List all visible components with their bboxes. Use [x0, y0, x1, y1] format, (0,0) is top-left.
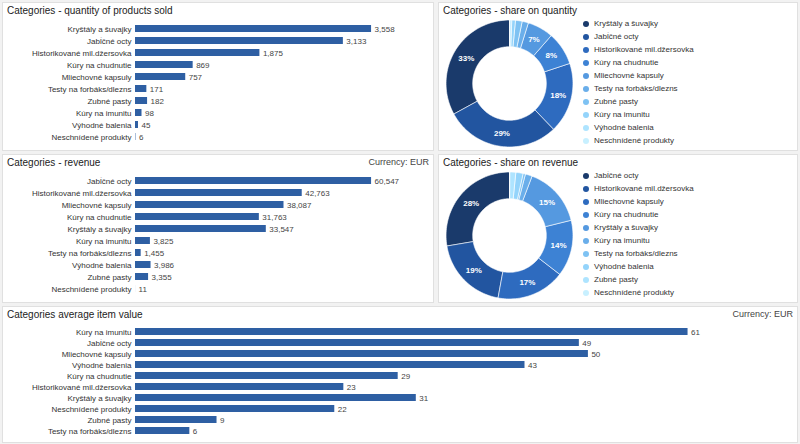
svg-text:3,558: 3,558 — [375, 25, 396, 34]
svg-text:45: 45 — [141, 121, 150, 130]
html-text:Jabĺčné octy: Jabĺčné octy — [594, 171, 639, 180]
svg-text:18%: 18% — [550, 91, 566, 100]
svg-text:43: 43 — [528, 361, 537, 370]
html-text:Zubné pasty: Zubné pasty — [594, 275, 638, 284]
html-text:Categories - revenue: Categories - revenue — [7, 157, 101, 168]
svg-text:Historikované mil.džersovka: Historikované mil.džersovka — [32, 49, 132, 58]
svg-text:98: 98 — [145, 109, 154, 118]
html-text:Categories - quantity of produ: Categories - quantity of products sold — [7, 5, 173, 16]
svg-text:Kryštály a šuvajky: Kryštály a šuvajky — [67, 225, 131, 234]
html-text:Testy na forbáks/dlezns: Testy na forbáks/dlezns — [594, 249, 678, 258]
svg-text:11: 11 — [139, 285, 148, 294]
svg-text:Mliechovné kapsuly: Mliechovné kapsuly — [62, 73, 132, 82]
svg-text:6: 6 — [139, 133, 144, 142]
svg-text:Kúry na imunitu: Kúry na imunitu — [76, 109, 132, 118]
html-text:Mliechovné kapsuly: Mliechovné kapsuly — [594, 197, 664, 206]
svg-text:9: 9 — [220, 416, 225, 425]
html-text:Historikované mil.džersovka: Historikované mil.džersovka — [594, 45, 694, 54]
svg-text:6: 6 — [193, 427, 198, 436]
svg-text:31,763: 31,763 — [262, 213, 287, 222]
svg-text:29: 29 — [401, 372, 410, 381]
svg-text:Jabĺčné octy: Jabĺčné octy — [87, 177, 131, 186]
svg-text:3,133: 3,133 — [346, 37, 367, 46]
svg-text:Zubné pasty: Zubné pasty — [87, 97, 131, 106]
svg-text:Jabĺčné octy: Jabĺčné octy — [87, 339, 131, 348]
html-text:Výhodné balenia: Výhodné balenia — [594, 262, 654, 271]
svg-text:Neschnídené produkty: Neschnídené produkty — [51, 405, 131, 414]
svg-text:38,087: 38,087 — [287, 201, 312, 210]
html-text:Testy na forbáks/dlezns: Testy na forbáks/dlezns — [594, 84, 678, 93]
svg-text:50: 50 — [591, 350, 600, 359]
html-text:Neschnídené produkty: Neschnídené produkty — [594, 136, 675, 145]
svg-text:33%: 33% — [458, 54, 474, 63]
html-text:Kúry na imunitu: Kúry na imunitu — [594, 110, 650, 119]
svg-text:869: 869 — [196, 61, 210, 70]
html-text:Jabĺčné octy: Jabĺčné octy — [594, 32, 639, 41]
html-text:Kúry na chudnutie: Kúry na chudnutie — [594, 58, 659, 67]
svg-text:19%: 19% — [466, 266, 482, 275]
svg-text:23: 23 — [347, 383, 356, 392]
svg-text:Mliechovné kapsuly: Mliechovné kapsuly — [62, 201, 132, 210]
html-text:Neschnídené produkty: Neschnídené produkty — [594, 288, 675, 297]
svg-text:61: 61 — [691, 328, 700, 337]
svg-text:42,763: 42,763 — [305, 189, 330, 198]
svg-text:Kúry na chudnutie: Kúry na chudnutie — [67, 372, 132, 381]
svg-text:29%: 29% — [494, 129, 510, 138]
html-text:Currency: EUR: Currency: EUR — [368, 157, 429, 167]
html-text:Categories - share on quantity: Categories - share on quantity — [443, 5, 577, 16]
svg-text:Mliechovné kapsuly: Mliechovné kapsuly — [62, 350, 132, 359]
svg-text:Kúry na chudnutie: Kúry na chudnutie — [67, 61, 132, 70]
svg-text:60,547: 60,547 — [375, 177, 400, 186]
svg-text:757: 757 — [189, 73, 203, 82]
html-text:Kúry na imunitu: Kúry na imunitu — [594, 236, 650, 245]
html-text:Kryštály a šuvajky: Kryštály a šuvajky — [594, 223, 658, 232]
svg-text:Výhodné balenia: Výhodné balenia — [72, 261, 132, 270]
html-text:Categories average item value: Categories average item value — [7, 309, 143, 320]
html-text:Categories - share on revenue: Categories - share on revenue — [443, 157, 579, 168]
svg-text:171: 171 — [150, 85, 164, 94]
svg-text:Testy na forbáks/dlezns: Testy na forbáks/dlezns — [48, 249, 132, 258]
svg-text:15%: 15% — [539, 198, 555, 207]
svg-text:7%: 7% — [528, 35, 540, 44]
html-text:Mliechovné kapsuly: Mliechovné kapsuly — [594, 71, 664, 80]
html-text:Zubné pasty: Zubné pasty — [594, 97, 638, 106]
svg-text:33,547: 33,547 — [269, 225, 294, 234]
svg-text:Historikované mil.džersovka: Historikované mil.džersovka — [32, 189, 132, 198]
svg-text:22: 22 — [338, 405, 347, 414]
svg-text:Kúry na imunitu: Kúry na imunitu — [76, 237, 132, 246]
svg-text:Neschnídené produkty: Neschnídené produkty — [51, 285, 131, 294]
svg-text:Zubné pasty: Zubné pasty — [87, 416, 131, 425]
svg-text:28%: 28% — [463, 199, 479, 208]
svg-text:Výhodné balenia: Výhodné balenia — [72, 361, 132, 370]
svg-text:49: 49 — [582, 339, 591, 348]
svg-text:1,455: 1,455 — [144, 249, 165, 258]
svg-text:3,986: 3,986 — [154, 261, 175, 270]
svg-text:31: 31 — [419, 394, 428, 403]
svg-text:Kúry na chudnutie: Kúry na chudnutie — [67, 213, 132, 222]
svg-text:3,825: 3,825 — [153, 237, 174, 246]
html-text:Historikované mil.džersovka: Historikované mil.džersovka — [594, 184, 694, 193]
svg-text:14%: 14% — [551, 241, 567, 250]
svg-text:Výhodné balenia: Výhodné balenia — [72, 121, 132, 130]
svg-text:8%: 8% — [545, 51, 557, 60]
svg-text:Testy na forbáks/dlezns: Testy na forbáks/dlezns — [48, 427, 132, 436]
svg-text:182: 182 — [151, 97, 165, 106]
html-text:Kryštály a šuvajky: Kryštály a šuvajky — [594, 19, 658, 28]
svg-text:3,355: 3,355 — [152, 273, 173, 282]
svg-text:1,875: 1,875 — [263, 49, 284, 58]
svg-text:Neschnídené produkty: Neschnídené produkty — [51, 133, 131, 142]
svg-text:Kúry na imunitu: Kúry na imunitu — [76, 328, 132, 337]
html-text:Currency: EUR: Currency: EUR — [732, 309, 793, 319]
html-text:Kúry na chudnutie: Kúry na chudnutie — [594, 210, 659, 219]
svg-text:17%: 17% — [519, 278, 535, 287]
svg-text:Historikované mil.džersovka: Historikované mil.džersovka — [32, 383, 132, 392]
svg-text:Kryštály a šuvajky: Kryštály a šuvajky — [67, 394, 131, 403]
svg-text:Testy na forbáks/dlezns: Testy na forbáks/dlezns — [48, 85, 132, 94]
html-text:Výhodné balenia: Výhodné balenia — [594, 123, 654, 132]
svg-text:Kryštály a šuvajky: Kryštály a šuvajky — [67, 25, 131, 34]
svg-text:Zubné pasty: Zubné pasty — [87, 273, 131, 282]
svg-text:Jabĺčné octy: Jabĺčné octy — [87, 37, 131, 46]
